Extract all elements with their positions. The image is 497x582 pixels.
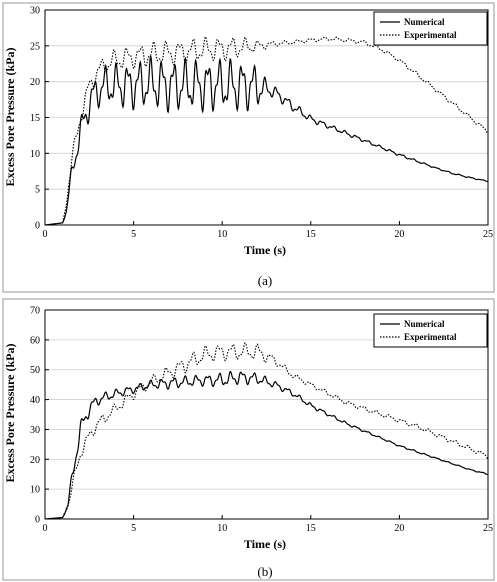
legend-label: Numerical [404,17,445,27]
y-tick-label: 50 [30,365,40,376]
panel-label: (a) [258,273,272,288]
x-tick-label: 15 [306,523,316,534]
y-tick-label: 0 [35,221,40,232]
x-tick-label: 20 [394,229,404,240]
y-tick-label: 30 [30,6,40,17]
x-tick-label: 25 [483,229,493,240]
x-tick-label: 25 [483,523,493,534]
y-tick-label: 20 [30,77,40,88]
y-tick-label: 10 [30,485,40,496]
x-tick-label: 0 [43,523,48,534]
y-tick-label: 70 [30,306,40,317]
legend-label: Experimental [404,30,457,40]
y-tick-label: 30 [30,425,40,436]
x-tick-label: 10 [217,229,227,240]
chart-panel-2: 0 5 10 15 20 25 0 10 20 30 40 50 60 70 Time (s) Excess … [2,298,495,581]
x-tick-label: 5 [131,229,136,240]
legend: Numerical Experimental [373,11,488,46]
series-line-numerical [45,371,488,519]
x-tick-label: 10 [217,523,227,534]
y-tick-label: 0 [35,515,40,526]
series-line-experimental [45,342,488,519]
y-tick-label: 40 [30,395,40,406]
y-tick-label: 20 [30,455,40,466]
y-tick-label: 25 [30,41,40,52]
plot-area [44,309,489,520]
x-axis-label: Time (s) [244,537,286,551]
series-line-numerical [45,55,488,225]
y-axis-label: Excess Pore Pressure (kPa) [3,48,17,187]
chart-panel-1: 0 5 10 15 20 25 0 5 10 15 20 25 30 Time (s) Excess Por… [2,2,495,293]
x-tick-label: 20 [394,523,404,534]
legend-box [373,11,488,46]
legend-box [373,313,488,348]
panel-label: (b) [257,564,272,579]
y-tick-label: 5 [35,185,40,196]
y-tick-label: 10 [30,149,40,160]
legend-label: Experimental [404,332,457,342]
x-axis-label: Time (s) [244,243,286,257]
x-tick-label: 0 [43,229,48,240]
y-tick-label: 60 [30,335,40,346]
y-tick-label: 15 [30,113,40,124]
panel-frame [2,2,495,293]
legend-label: Numerical [404,319,445,329]
x-tick-label: 15 [306,229,316,240]
y-axis-label: Excess Pore Pressure (kPa) [3,344,17,483]
x-tick-label: 5 [131,523,136,534]
panel-frame [2,298,495,581]
legend: Numerical Experimental [373,313,488,348]
